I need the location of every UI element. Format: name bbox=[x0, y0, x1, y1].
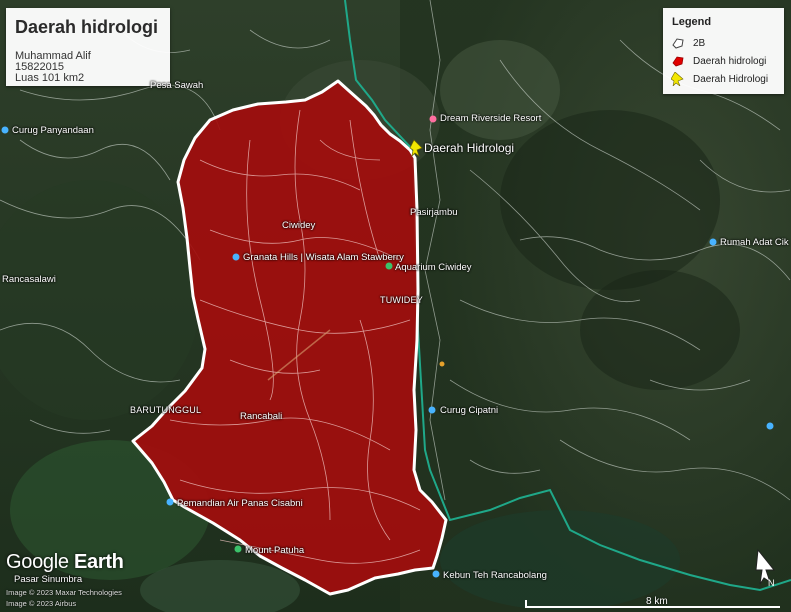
map-label-barutunggul[interactable]: BARUTUNGGUL bbox=[130, 405, 202, 415]
map-label-rancabali[interactable]: Rancabali bbox=[240, 411, 283, 422]
legend-item-daerah-pin[interactable]: Daerah Hidrologi bbox=[671, 72, 768, 86]
map-label-daerah-hidrologi[interactable]: Daerah Hidrologi bbox=[424, 141, 515, 155]
imagery-attribution-airbus: Image © 2023 Airbus bbox=[6, 599, 77, 608]
map-label-pasar-sinumbra[interactable]: Pasar Sinumbra bbox=[14, 574, 83, 585]
north-arrow-icon[interactable]: N bbox=[752, 548, 782, 588]
map-label-pemandian[interactable]: Pemandian Air Panas Cisabni bbox=[177, 498, 303, 509]
legend-item-label: Daerah hidrologi bbox=[693, 55, 767, 67]
map-label-pasirjambu[interactable]: Pasirjambu bbox=[410, 207, 458, 218]
area-text: Luas 101 km2 bbox=[15, 72, 85, 84]
map-label-kebun-teh[interactable]: Kebun Teh Rancabolang bbox=[443, 570, 547, 581]
poi-marker bbox=[439, 361, 445, 367]
title-card: Daerah hidrologi Muhammad Alif 15822015 … bbox=[6, 8, 170, 86]
poi-marker bbox=[432, 570, 440, 578]
author-name: Muhammad Alif bbox=[15, 50, 91, 62]
map-label-tuwidey[interactable]: TUWIDEY bbox=[380, 295, 423, 305]
map-label-dream-riverside[interactable]: Dream Riverside Resort bbox=[440, 113, 542, 124]
yellow-pin-icon bbox=[671, 72, 684, 86]
poi-markers bbox=[1, 115, 774, 578]
map-label-rumah-adat[interactable]: Rumah Adat Cik bbox=[720, 237, 789, 248]
poi-marker bbox=[166, 498, 174, 506]
scale-bar bbox=[525, 600, 780, 608]
regional-boundary-line bbox=[344, 0, 791, 592]
poi-marker bbox=[709, 238, 717, 246]
map-label-granata-hills[interactable]: Granata Hills | Wisata Alam Stawberry bbox=[243, 252, 404, 263]
google-earth-logo: Google Earth bbox=[6, 551, 124, 573]
legend-item-label: Daerah Hidrologi bbox=[693, 73, 769, 85]
poi-marker bbox=[429, 115, 437, 123]
scale-label: 8 km bbox=[646, 596, 668, 607]
poi-marker bbox=[1, 126, 9, 134]
legend-panel: Legend 2B Daerah hidrologi Daerah Hidrol… bbox=[663, 8, 784, 94]
legend-item-label: 2B bbox=[693, 37, 706, 49]
poi-marker bbox=[385, 262, 393, 270]
map-label-aquarium-ciwidey[interactable]: Aquarium Ciwidey bbox=[395, 262, 472, 273]
map-label-mount-patuha[interactable]: Mount Patuha bbox=[245, 545, 305, 556]
map-label-curug-panyandaan[interactable]: Curug Panyandaan bbox=[12, 125, 94, 136]
poi-marker bbox=[766, 422, 774, 430]
yellow-pin-icon bbox=[409, 139, 423, 158]
poi-marker bbox=[232, 253, 240, 261]
map-title: Daerah hidrologi bbox=[15, 17, 159, 37]
map-label-rancasalawi[interactable]: Rancasalawi bbox=[2, 274, 56, 285]
imagery-attribution-maxar: Image © 2023 Maxar Technologies bbox=[6, 588, 122, 597]
red-polygon-icon bbox=[672, 56, 684, 67]
poi-marker bbox=[234, 545, 242, 553]
map-label-curug-cipatni[interactable]: Curug Cipatni bbox=[440, 405, 499, 416]
map-label-ciwidey[interactable]: Ciwidey bbox=[282, 220, 316, 231]
svg-text:N: N bbox=[768, 578, 775, 588]
student-id: 15822015 bbox=[15, 61, 64, 73]
map-label-pesa-sawah[interactable]: Pesa Sawah bbox=[150, 80, 204, 91]
poi-marker bbox=[428, 406, 436, 414]
legend-item-daerah-polygon[interactable]: Daerah hidrologi bbox=[671, 54, 766, 68]
legend-heading: Legend bbox=[672, 16, 712, 28]
outline-polygon-icon bbox=[672, 38, 684, 49]
legend-item-2b[interactable]: 2B bbox=[671, 36, 705, 50]
